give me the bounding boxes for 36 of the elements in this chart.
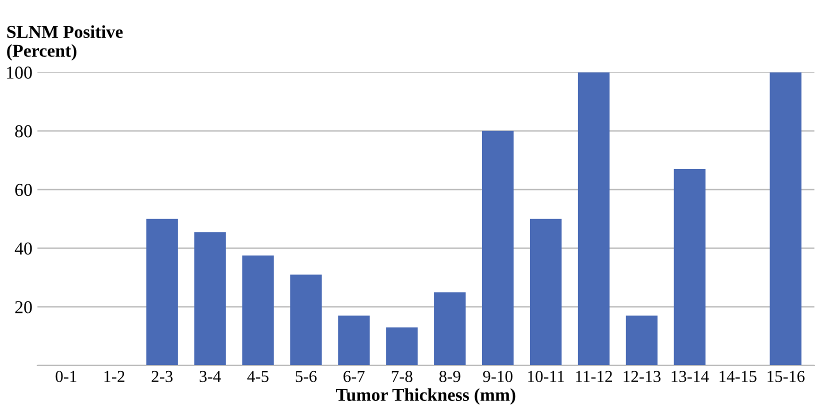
x-tick-label: 11-12 [576, 370, 612, 382]
bar [242, 256, 274, 366]
x-tick-label: 5-6 [296, 370, 317, 382]
bar [290, 274, 322, 366]
x-tick-label: 1-2 [104, 370, 124, 382]
x-tick-label: 6-7 [344, 370, 365, 382]
x-tick-label: 8-9 [439, 370, 460, 382]
bar [338, 316, 370, 366]
x-tick-label: 9-10 [483, 370, 512, 382]
x-tick-label: 10-11 [528, 370, 564, 382]
x-tick-label: 4-5 [247, 370, 268, 382]
x-tick-label: 7-8 [392, 370, 412, 382]
y-tick-label: 100 [7, 66, 32, 79]
bar [482, 130, 514, 366]
bar [386, 327, 418, 366]
bar [770, 72, 802, 366]
y-tick-label: 60 [15, 184, 32, 196]
bar [626, 316, 658, 366]
bar [674, 169, 706, 366]
x-axis-title: Tumor Thickness (mm) [336, 388, 516, 405]
x-tick-label: 2-3 [152, 370, 173, 382]
x-tick-label: 13-14 [672, 370, 709, 382]
y-axis-title: SLNM Positive (Percent) [7, 25, 123, 61]
bar [194, 232, 226, 366]
x-tick-label: 12-13 [624, 370, 661, 382]
y-tick-label: 40 [14, 242, 32, 255]
x-tick-label: 0-1 [56, 370, 76, 382]
x-tick-label: 3-4 [200, 370, 221, 382]
y-tick-label: 20 [15, 301, 32, 314]
y-tick-label: 80 [15, 125, 32, 138]
bar [530, 218, 562, 366]
bar [578, 72, 610, 366]
x-tick-label: 14-15 [720, 370, 756, 382]
bar [434, 292, 466, 366]
bar [146, 218, 178, 366]
x-tick-label: 15-16 [768, 370, 805, 382]
